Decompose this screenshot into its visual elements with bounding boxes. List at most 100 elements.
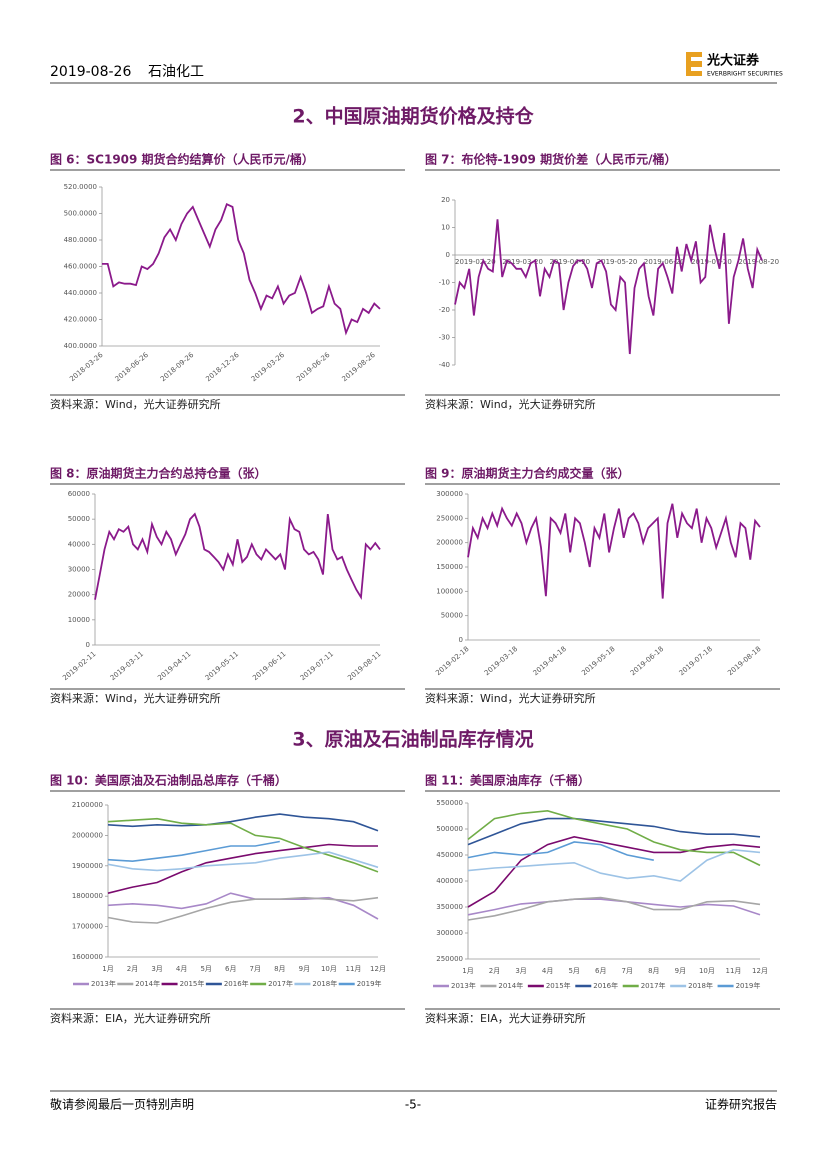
footer-disclaimer: 敬请参阅最后一页特别声明 xyxy=(50,1097,194,1112)
x-tick-label: 2019-03-20 xyxy=(502,258,543,266)
data-line xyxy=(467,896,761,921)
y-tick-label: 500000 xyxy=(436,825,463,833)
y-tick-label: 1900000 xyxy=(72,862,103,870)
data-line xyxy=(107,843,378,894)
data-line xyxy=(102,202,381,336)
x-tick-label: 9月 xyxy=(675,967,686,975)
data-line xyxy=(467,848,761,882)
y-tick-label: 200000 xyxy=(436,539,463,547)
y-tick-label: 40000 xyxy=(68,540,90,548)
y-tick-label: 2000000 xyxy=(72,831,103,839)
x-tick-label: 2019-05-11 xyxy=(204,650,240,682)
x-tick-label: 2019-07-20 xyxy=(691,258,732,266)
y-tick-label: 2100000 xyxy=(72,801,103,809)
x-tick-label: 7月 xyxy=(622,967,633,975)
figure-source: 资料来源：Wind，光大证券研究所 xyxy=(50,397,221,411)
y-tick-label: 1700000 xyxy=(72,923,103,931)
x-tick-label: 2019-02-18 xyxy=(434,645,470,677)
x-tick-label: 2018-09-26 xyxy=(159,351,196,384)
figure-caption: 图 11：美国原油库存（千桶） xyxy=(425,773,590,788)
y-tick-label: 500.0000 xyxy=(64,210,97,218)
x-tick-label: 12月 xyxy=(370,965,386,973)
data-line xyxy=(467,809,761,867)
y-tick-label: 450000 xyxy=(436,851,463,859)
legend-label: 2018年 xyxy=(312,979,337,988)
y-tick-label: 480.0000 xyxy=(64,236,97,244)
x-tick-label: 2019-05-18 xyxy=(580,645,616,677)
legend-label: 2017年 xyxy=(641,981,666,990)
x-tick-label: 9月 xyxy=(299,965,310,973)
data-line xyxy=(107,817,379,873)
x-tick-label: 4月 xyxy=(542,967,553,975)
y-tick-label: 440.0000 xyxy=(64,289,97,297)
y-tick-label: 420.0000 xyxy=(64,316,97,324)
y-tick-label: 400.0000 xyxy=(64,342,97,350)
footer-doc-type: 证券研究报告 xyxy=(705,1097,777,1112)
logo-mark-cut xyxy=(691,67,702,71)
x-tick-label: 8月 xyxy=(648,967,659,975)
figure-caption: 图 6：SC1909 期货合约结算价（人民币元/桶） xyxy=(50,152,314,167)
x-tick-label: 12月 xyxy=(752,967,768,975)
y-tick-label: 350000 xyxy=(436,903,463,911)
data-line xyxy=(467,841,654,861)
data-line xyxy=(94,512,381,600)
y-tick-label: -40 xyxy=(439,361,450,369)
figure-source: 资料来源：Wind，光大证券研究所 xyxy=(50,691,221,705)
x-tick-label: 2019-02-20 xyxy=(455,258,496,266)
y-tick-label: 250000 xyxy=(436,955,463,963)
y-tick-label: -30 xyxy=(439,334,450,342)
data-line xyxy=(467,835,761,908)
figure-caption: 图 7：布伦特-1909 期货价差（人民币元/桶） xyxy=(425,152,676,167)
y-tick-label: 250000 xyxy=(436,514,463,522)
x-tick-label: 3月 xyxy=(151,965,162,973)
y-tick-label: 10 xyxy=(441,224,450,232)
header-industry: 石油化工 xyxy=(148,64,204,80)
x-tick-label: 2018-03-26 xyxy=(68,351,105,384)
legend-label: 2016年 xyxy=(593,981,618,990)
x-tick-label: 2019-08-20 xyxy=(738,258,779,266)
x-tick-label: 2019-07-18 xyxy=(678,645,714,677)
x-tick-label: 11月 xyxy=(345,965,361,973)
figure-caption: 图 8：原油期货主力合约总持仓量（张） xyxy=(50,466,267,481)
y-tick-label: 550000 xyxy=(436,799,463,807)
data-line xyxy=(467,503,761,599)
logo-mark xyxy=(686,52,702,76)
legend-label: 2017年 xyxy=(268,979,293,988)
x-tick-label: 2019-08-18 xyxy=(726,645,762,677)
data-line xyxy=(107,813,379,832)
y-tick-label: 300000 xyxy=(436,490,463,498)
y-tick-label: 60000 xyxy=(68,490,90,498)
legend-label: 2013年 xyxy=(91,979,116,988)
legend-label: 2015年 xyxy=(180,979,205,988)
data-line xyxy=(107,892,379,920)
x-tick-label: 2019-03-11 xyxy=(109,650,145,682)
y-tick-label: 150000 xyxy=(436,563,463,571)
figure-source: 资料来源：Wind，光大证券研究所 xyxy=(425,397,596,411)
footer-page: -5- xyxy=(405,1098,421,1112)
logo-english: EVERBRIGHT SECURITIES xyxy=(707,71,783,78)
figure-source: 资料来源：Wind，光大证券研究所 xyxy=(425,691,596,705)
y-tick-label: 100000 xyxy=(436,587,463,595)
data-line xyxy=(467,817,761,846)
x-tick-label: 2019-02-11 xyxy=(61,650,97,682)
x-tick-label: 2019-06-20 xyxy=(644,258,685,266)
x-tick-label: 2019-07-11 xyxy=(299,650,335,682)
x-tick-label: 5月 xyxy=(200,965,211,973)
x-tick-label: 5月 xyxy=(568,967,579,975)
x-tick-label: 6月 xyxy=(225,965,236,973)
legend-label: 2014年 xyxy=(498,981,523,990)
x-tick-label: 2019-06-18 xyxy=(629,645,665,677)
x-tick-label: 7月 xyxy=(250,965,261,973)
x-tick-label: 2019-05-20 xyxy=(597,258,638,266)
y-tick-label: 20000 xyxy=(68,591,90,599)
x-tick-label: 1月 xyxy=(102,965,113,973)
x-tick-label: 2018-06-26 xyxy=(114,351,151,384)
data-line xyxy=(107,840,280,863)
x-tick-label: 2019-06-26 xyxy=(295,351,332,384)
y-tick-label: 50000 xyxy=(68,515,90,523)
y-tick-label: 0 xyxy=(86,641,90,649)
y-tick-label: 0 xyxy=(446,251,450,259)
data-line xyxy=(454,219,763,355)
data-line xyxy=(107,896,379,924)
